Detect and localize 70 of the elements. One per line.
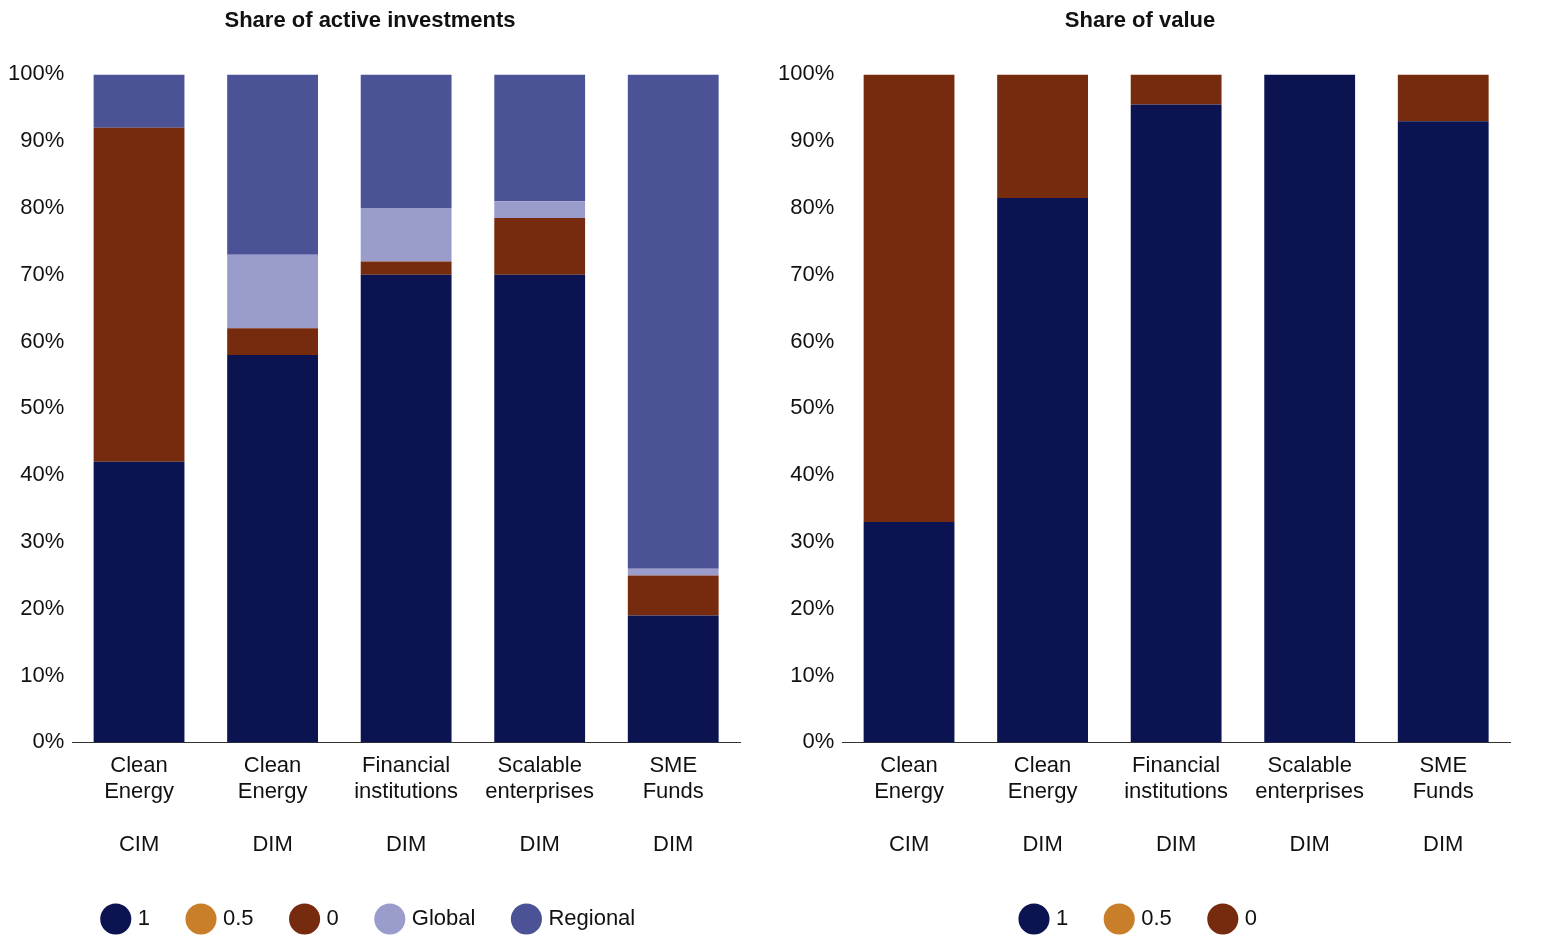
y-tick-label: 50% <box>20 394 65 420</box>
category-label: Clean Energy CIM <box>874 751 944 856</box>
bar <box>360 208 452 262</box>
bar <box>494 201 586 219</box>
chart-title: Share of active investments <box>224 7 516 33</box>
legend-label: 1 <box>137 905 151 931</box>
legend-label: 1 <box>1055 905 1069 931</box>
y-tick-label: 100% <box>7 60 65 86</box>
y-tick-label: 0% <box>802 728 835 754</box>
chart-title: Share of value <box>1064 7 1216 33</box>
legend-label: 0.5 <box>1141 905 1172 931</box>
category-label: Scalable enterprises DIM <box>1255 751 1365 856</box>
y-tick-label: 0% <box>32 728 65 754</box>
category-label: SME Funds DIM <box>642 751 704 856</box>
category-label: SME Funds DIM <box>1412 751 1474 856</box>
y-tick-label: 80% <box>790 194 835 220</box>
bar <box>627 568 719 576</box>
y-tick-label: 30% <box>20 528 65 554</box>
bar <box>997 197 1088 743</box>
y-tick-label: 100% <box>777 60 835 86</box>
y-tick-label: 20% <box>790 594 835 620</box>
legend-label: 0 <box>1244 905 1258 931</box>
category-label: Scalable enterprises DIM <box>485 751 595 856</box>
y-tick-label: 30% <box>790 528 835 554</box>
bar <box>863 74 955 522</box>
category-label: Financial institutions DIM <box>354 751 459 856</box>
category-label: Financial institutions DIM <box>1124 751 1229 856</box>
bar <box>227 74 318 255</box>
category-label: Clean Energy DIM <box>237 751 308 856</box>
legend-label: Regional <box>548 905 636 931</box>
y-tick-label: 90% <box>790 127 835 153</box>
bar <box>1130 104 1222 743</box>
bar <box>227 354 318 743</box>
bar <box>1397 74 1489 122</box>
bar <box>494 74 586 202</box>
bar <box>627 575 719 616</box>
y-tick-label: 70% <box>20 260 65 286</box>
bar <box>494 274 586 743</box>
y-tick-label: 90% <box>20 127 65 153</box>
y-tick-label: 80% <box>20 194 65 220</box>
bar <box>360 74 452 208</box>
legend-label: 0.5 <box>222 905 254 931</box>
bar <box>494 218 586 275</box>
y-tick-label: 20% <box>20 594 65 620</box>
bar <box>227 328 318 355</box>
y-tick-label: 50% <box>790 394 835 420</box>
bar <box>1397 121 1489 743</box>
y-tick-label: 10% <box>790 661 835 687</box>
y-tick-label: 60% <box>790 327 835 353</box>
y-tick-label: 40% <box>20 461 65 487</box>
bar <box>627 74 719 569</box>
y-tick-label: 40% <box>790 461 835 487</box>
bar <box>863 521 955 743</box>
bar <box>1130 74 1222 105</box>
bar <box>627 615 719 743</box>
legend-label: 0 <box>326 905 339 931</box>
bar <box>227 254 318 329</box>
legend-label: Global <box>411 905 476 931</box>
bar <box>997 74 1088 198</box>
bar <box>93 127 185 462</box>
y-tick-label: 10% <box>20 661 65 687</box>
bar <box>93 74 185 128</box>
category-label: Clean Energy CIM <box>104 751 174 856</box>
category-label: Clean Energy DIM <box>1007 751 1078 856</box>
bar <box>360 274 452 743</box>
y-tick-label: 60% <box>20 327 65 353</box>
bar <box>360 261 452 275</box>
bar <box>93 461 185 743</box>
bar <box>1264 74 1356 743</box>
y-tick-label: 70% <box>790 260 835 286</box>
